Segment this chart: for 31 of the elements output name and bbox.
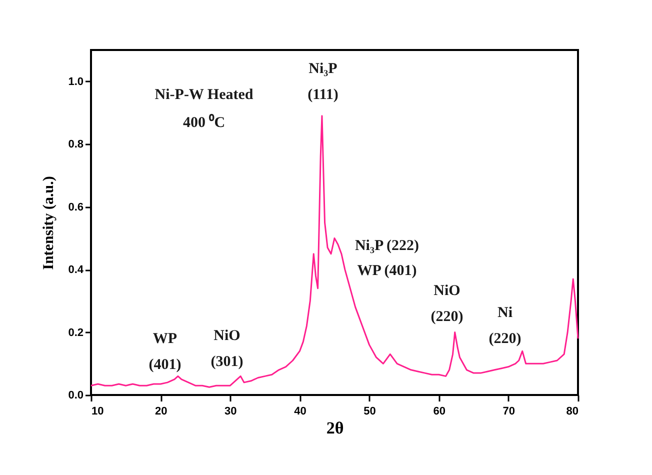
- annotation: NiO: [214, 328, 240, 344]
- x-tick-label: 70: [502, 406, 516, 418]
- x-axis-title: 2θ: [326, 418, 344, 438]
- annotation: (111): [308, 87, 338, 103]
- line-series: [90, 115, 579, 388]
- annotation: (220): [488, 331, 522, 347]
- y-tick-label: 0.8: [68, 138, 84, 151]
- x-tick-label: 60: [433, 406, 446, 418]
- annotation: WP (401): [357, 263, 417, 279]
- annotation: (220): [430, 309, 464, 325]
- y-tick-label: 0.4: [68, 264, 84, 276]
- annotation: Ni₃P (222): [354, 238, 420, 254]
- annotation: 400 ⁰C: [182, 113, 226, 131]
- annotation: Ni₃P: [308, 61, 338, 77]
- x-tick-label: 50: [364, 406, 376, 418]
- annotation: Ni: [498, 305, 512, 321]
- x-tick-label: 40: [294, 406, 306, 418]
- annotation: (301): [210, 354, 244, 370]
- x-tick-label: 10: [92, 406, 104, 418]
- y-tick-label: 1.0: [68, 76, 84, 88]
- annotation: WP: [152, 331, 178, 347]
- y-axis-title: Intensity (a.u.): [41, 176, 58, 270]
- annotation: (401): [148, 357, 182, 373]
- annotation: NiO: [434, 283, 460, 299]
- x-tick-label: 20: [154, 406, 168, 418]
- y-tick-label: 0.6: [68, 201, 84, 214]
- annotation: Ni-P-W Heated: [154, 87, 254, 103]
- y-tick-label: 0.2: [68, 326, 84, 339]
- x-tick-label: 80: [566, 406, 578, 418]
- x-tick-label: 30: [224, 406, 237, 418]
- y-tick-label: 0.0: [68, 390, 84, 402]
